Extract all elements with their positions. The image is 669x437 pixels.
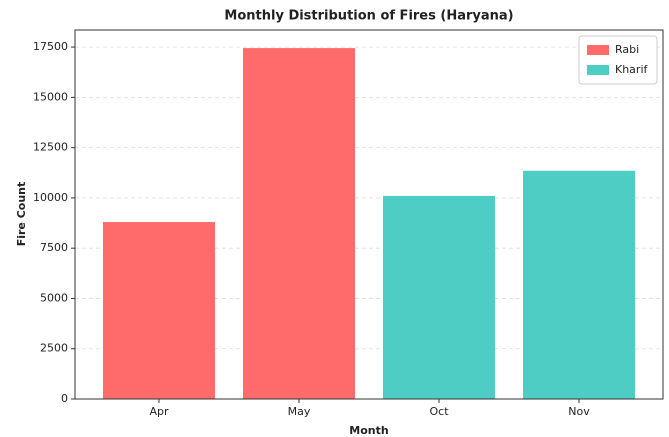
y-tick-label: 5000 [40,291,68,304]
legend-label: Rabi [615,43,639,56]
x-tick-label: Nov [568,405,590,418]
bar [523,170,635,399]
x-tick-label: Oct [429,405,449,418]
y-tick-label: 2500 [40,342,68,355]
legend-swatch [587,45,609,55]
y-tick-label: 15000 [33,90,68,103]
y-tick-label: 10000 [33,191,68,204]
x-tick-label: Apr [149,405,169,418]
y-tick-label: 0 [61,392,68,405]
y-axis-label: Fire Count [15,182,28,247]
chart-title: Monthly Distribution of Fires (Haryana) [224,9,513,24]
plot-frame [74,29,664,400]
x-tick-label: May [288,405,311,418]
x-axis-label: Month [349,424,388,437]
bar [243,48,355,400]
y-tick-label: 12500 [33,141,68,154]
bar [383,195,495,399]
y-tick-label: 7500 [40,241,68,254]
legend-swatch [587,65,609,75]
bar [103,222,215,399]
legend-label: Kharif [615,63,649,76]
y-tick-label: 17500 [33,40,68,53]
